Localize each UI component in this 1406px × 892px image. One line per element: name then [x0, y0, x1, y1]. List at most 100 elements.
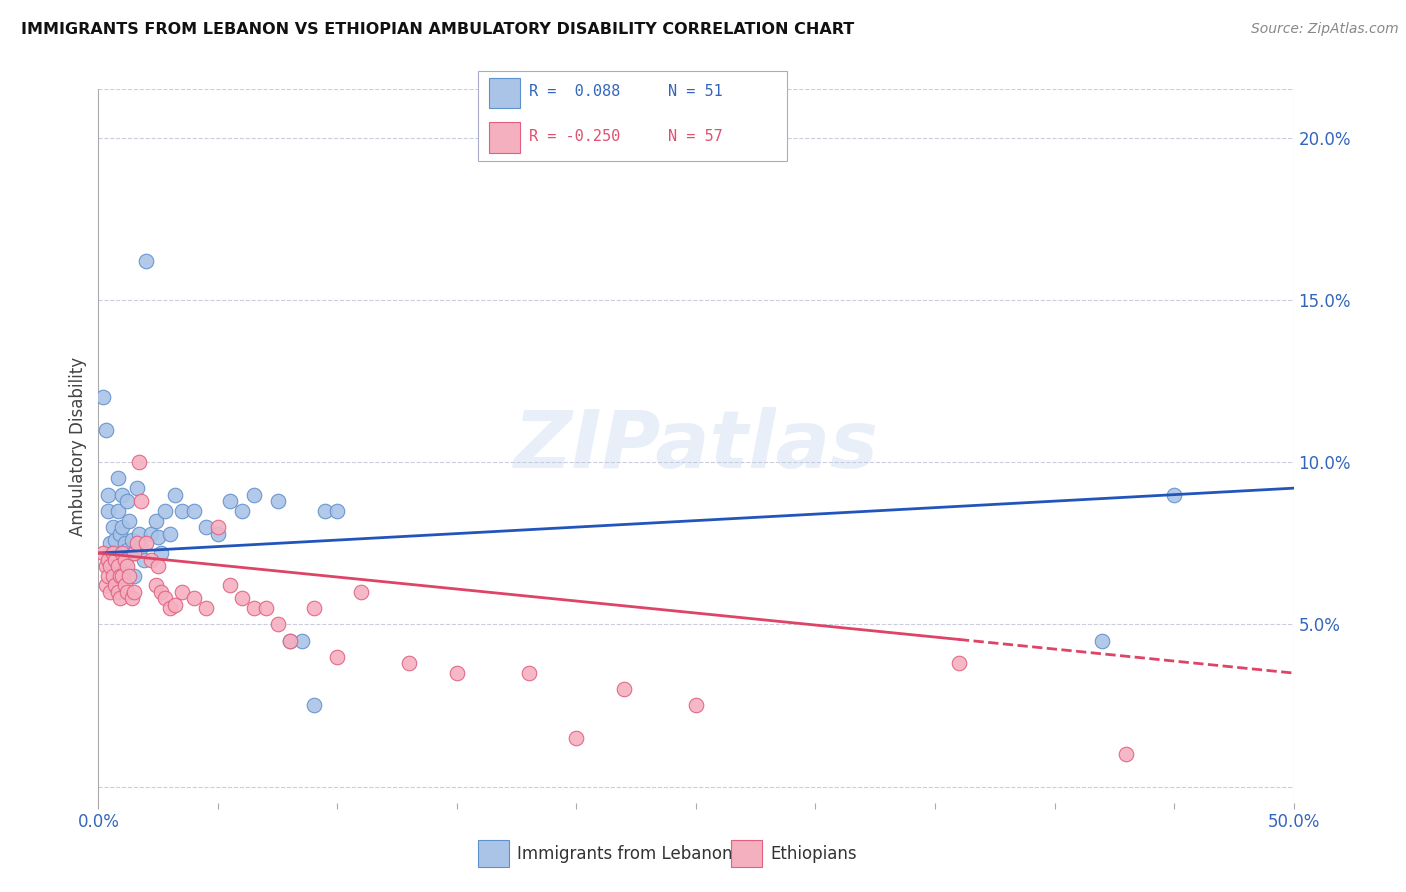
Point	[108, 526, 131, 541]
Text: Immigrants from Lebanon: Immigrants from Lebanon	[517, 845, 733, 863]
Point	[94, 559, 117, 574]
Point	[315, 504, 337, 518]
Point	[114, 578, 136, 592]
Point	[125, 481, 148, 495]
Point	[398, 657, 420, 671]
Text: Ethiopians: Ethiopians	[770, 845, 858, 863]
Point	[1091, 633, 1114, 648]
Text: IMMIGRANTS FROM LEBANON VS ETHIOPIAN AMBULATORY DISABILITY CORRELATION CHART: IMMIGRANTS FROM LEBANON VS ETHIOPIAN AMB…	[21, 22, 855, 37]
Text: R =  0.088: R = 0.088	[529, 85, 620, 99]
Point	[254, 601, 277, 615]
Point	[243, 488, 266, 502]
Point	[124, 546, 146, 560]
Point	[107, 559, 129, 574]
Point	[219, 578, 242, 592]
Point	[243, 601, 266, 615]
Point	[108, 568, 131, 582]
Text: N = 51: N = 51	[668, 85, 723, 99]
Point	[128, 455, 150, 469]
Point	[194, 520, 218, 534]
Point	[139, 552, 162, 566]
Point	[101, 520, 124, 534]
Point	[115, 494, 138, 508]
Point	[121, 533, 143, 547]
Point	[118, 568, 141, 582]
Point	[302, 698, 325, 713]
Point	[219, 494, 242, 508]
Point	[172, 504, 194, 518]
Point	[685, 698, 707, 713]
Point	[101, 568, 124, 582]
Point	[183, 504, 205, 518]
Point	[132, 552, 155, 566]
Point	[114, 536, 136, 550]
Point	[149, 546, 172, 560]
Point	[107, 471, 129, 485]
Point	[97, 504, 120, 518]
Point	[159, 526, 181, 541]
Text: R = -0.250: R = -0.250	[529, 129, 620, 144]
Point	[148, 559, 170, 574]
Point	[139, 526, 162, 541]
Point	[231, 504, 253, 518]
Point	[97, 488, 120, 502]
Point	[183, 591, 205, 606]
Point	[613, 682, 636, 697]
Point	[172, 585, 194, 599]
Point	[291, 633, 314, 648]
Point	[128, 526, 150, 541]
Point	[163, 488, 186, 502]
Point	[948, 657, 970, 671]
Point	[108, 552, 131, 566]
Point	[91, 546, 114, 560]
Point	[115, 585, 138, 599]
Point	[517, 666, 540, 681]
Point	[97, 568, 120, 582]
Point	[98, 552, 122, 566]
Point	[94, 423, 117, 437]
Point	[124, 546, 146, 560]
Point	[91, 390, 114, 404]
Point	[207, 526, 229, 541]
Point	[104, 533, 127, 547]
Point	[104, 559, 127, 574]
Point	[326, 649, 349, 664]
Point	[107, 585, 129, 599]
Y-axis label: Ambulatory Disability: Ambulatory Disability	[69, 357, 87, 535]
Point	[149, 585, 172, 599]
Point	[135, 254, 157, 268]
Point	[107, 504, 129, 518]
Point	[124, 585, 146, 599]
Point	[302, 601, 325, 615]
Point	[145, 578, 167, 592]
Point	[326, 504, 349, 518]
Point	[115, 542, 138, 557]
Point	[101, 546, 124, 560]
Point	[121, 591, 143, 606]
Point	[1163, 488, 1185, 502]
Point	[350, 585, 373, 599]
Text: N = 57: N = 57	[668, 129, 723, 144]
Point	[111, 488, 134, 502]
Point	[98, 536, 122, 550]
Point	[108, 591, 131, 606]
Point	[94, 578, 117, 592]
Point	[194, 601, 218, 615]
Point	[131, 540, 153, 554]
Point	[207, 520, 229, 534]
Point	[278, 633, 301, 648]
Point	[98, 559, 122, 574]
Point	[111, 568, 134, 582]
Point	[114, 552, 136, 566]
Point	[267, 494, 290, 508]
Point	[446, 666, 468, 681]
Point	[231, 591, 253, 606]
Point	[118, 514, 141, 528]
Point	[148, 530, 170, 544]
Point	[163, 598, 186, 612]
Point	[97, 552, 120, 566]
Point	[104, 552, 127, 566]
Point	[155, 591, 177, 606]
Text: Source: ZipAtlas.com: Source: ZipAtlas.com	[1251, 22, 1399, 37]
Point	[1115, 747, 1137, 761]
